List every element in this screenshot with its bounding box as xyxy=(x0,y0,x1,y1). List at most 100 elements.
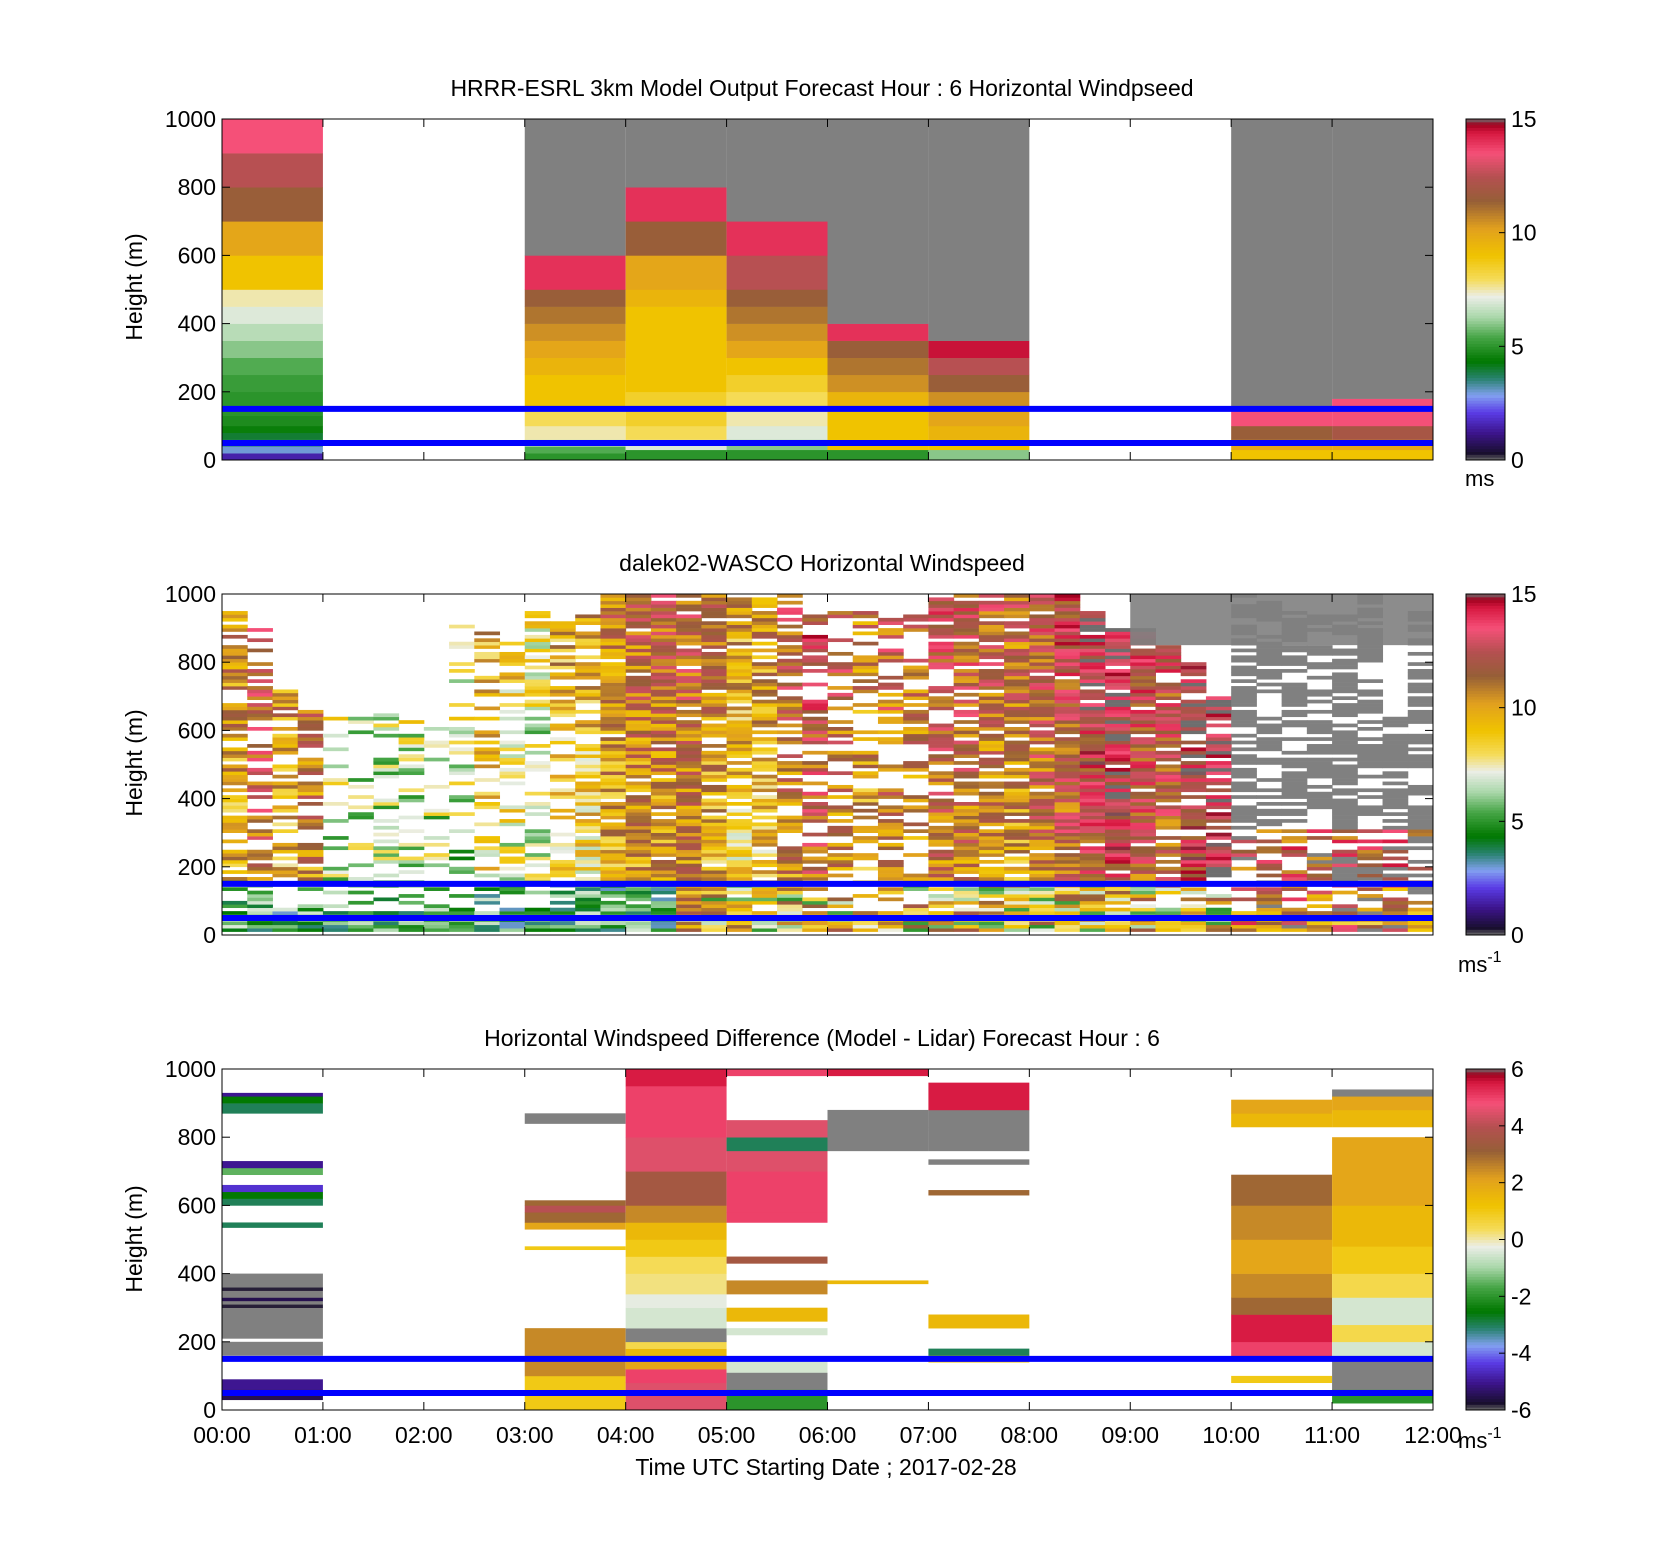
heatmap-cell xyxy=(726,665,753,670)
heatmap-cell xyxy=(751,761,778,765)
heatmap-cell xyxy=(953,897,980,902)
lidar-colorbar-unit: ms-1 xyxy=(1458,949,1502,977)
heatmap-cell xyxy=(322,764,349,769)
heatmap-cell xyxy=(1054,600,1081,605)
heatmap-cell xyxy=(474,778,501,782)
colorbar-segment xyxy=(1466,863,1505,868)
heatmap-cell xyxy=(953,614,980,619)
colorbar-segment xyxy=(1466,269,1505,273)
heatmap-cell xyxy=(1155,859,1182,864)
heatmap-cell xyxy=(802,928,828,932)
heatmap-cell xyxy=(1407,815,1434,820)
heatmap-cell xyxy=(827,1126,929,1131)
heatmap-cell xyxy=(272,863,299,868)
heatmap-cell xyxy=(1256,730,1283,735)
heatmap-cell xyxy=(449,740,475,745)
heatmap-cell xyxy=(928,815,955,820)
heatmap-cell xyxy=(1205,723,1232,728)
heatmap-cell xyxy=(1029,853,1056,857)
heatmap-cell xyxy=(222,153,323,188)
difference-colorbar-unit: ms-1 xyxy=(1458,1425,1502,1453)
heatmap-cell xyxy=(222,726,248,731)
heatmap-cell xyxy=(701,778,728,782)
heatmap-cell xyxy=(272,706,299,711)
heatmap-cell xyxy=(524,357,626,376)
colorbar-segment xyxy=(1466,374,1505,379)
heatmap-cell xyxy=(222,1096,323,1104)
heatmap-cell xyxy=(953,679,980,683)
heatmap-cell xyxy=(1054,928,1081,932)
heatmap-cell xyxy=(1079,791,1106,796)
heatmap-cell xyxy=(1306,791,1333,796)
heatmap-cell xyxy=(549,900,576,905)
heatmap-cell xyxy=(978,703,1005,707)
heatmap-cell xyxy=(1079,747,1106,752)
heatmap-cell xyxy=(1054,679,1081,683)
heatmap-cell xyxy=(903,703,929,707)
heatmap-cell xyxy=(1332,658,1358,663)
heatmap-cell xyxy=(1281,928,1308,932)
heatmap-cell xyxy=(1004,713,1030,718)
heatmap-cell xyxy=(1054,716,1081,721)
heatmap-cell xyxy=(625,638,652,643)
heatmap-cell xyxy=(1256,726,1283,731)
heatmap-cell xyxy=(499,781,526,786)
heatmap-cell xyxy=(1054,805,1081,810)
heatmap-cell xyxy=(777,638,803,643)
heatmap-cell xyxy=(650,907,677,912)
heatmap-cell xyxy=(978,846,1005,851)
heatmap-cell xyxy=(1281,737,1308,741)
heatmap-cell xyxy=(474,921,501,926)
colorbar-segment xyxy=(1466,1302,1505,1306)
heatmap-cell xyxy=(575,836,601,840)
heatmap-cell xyxy=(1029,870,1056,874)
colorbar-segment xyxy=(1466,138,1505,143)
heatmap-cell xyxy=(928,856,955,861)
heatmap-cell xyxy=(1029,737,1056,741)
heatmap-cell xyxy=(1231,839,1257,844)
heatmap-cell xyxy=(1155,887,1182,891)
heatmap-cell xyxy=(928,726,955,731)
heatmap-cell xyxy=(575,924,601,929)
heatmap-cell xyxy=(1281,771,1308,776)
heatmap-cell xyxy=(474,658,501,663)
colorbar-segment xyxy=(1466,790,1505,794)
heatmap-cell xyxy=(1029,859,1056,864)
heatmap-cell xyxy=(827,720,854,724)
heatmap-cell xyxy=(297,822,324,827)
heatmap-cell xyxy=(676,740,702,745)
heatmap-cell xyxy=(1231,853,1257,857)
heatmap-cell xyxy=(1180,849,1207,854)
heatmap-cell xyxy=(877,805,904,810)
heatmap-cell xyxy=(600,849,627,854)
heatmap-cell xyxy=(297,866,324,871)
heatmap-cell xyxy=(676,774,702,779)
heatmap-cell xyxy=(322,733,349,738)
heatmap-cell xyxy=(1256,802,1283,806)
heatmap-cell xyxy=(625,720,652,724)
heatmap-cell xyxy=(1054,795,1081,799)
heatmap-cell xyxy=(978,832,1005,837)
heatmap-cell xyxy=(1357,679,1384,683)
heatmap-cell xyxy=(1130,812,1156,816)
heatmap-cell xyxy=(1332,449,1433,461)
heatmap-cell xyxy=(499,921,526,926)
colorbar-segment xyxy=(1466,178,1505,183)
heatmap-cell xyxy=(751,716,778,721)
heatmap-cell xyxy=(1054,819,1081,823)
heatmap-cell xyxy=(1231,686,1257,690)
heatmap-cell xyxy=(1180,873,1207,878)
heatmap-cell xyxy=(650,600,677,605)
heatmap-cell xyxy=(1054,904,1081,909)
heatmap-cell xyxy=(1332,398,1433,427)
heatmap-cell xyxy=(499,887,526,891)
heatmap-cell xyxy=(928,900,955,905)
colorbar-segment xyxy=(1466,198,1505,202)
heatmap-cell xyxy=(549,726,576,731)
heatmap-cell xyxy=(1332,747,1358,752)
heatmap-cell xyxy=(247,716,273,721)
heatmap-cell xyxy=(1130,791,1156,796)
heatmap-cell xyxy=(751,808,778,813)
heatmap-cell xyxy=(1130,873,1156,878)
